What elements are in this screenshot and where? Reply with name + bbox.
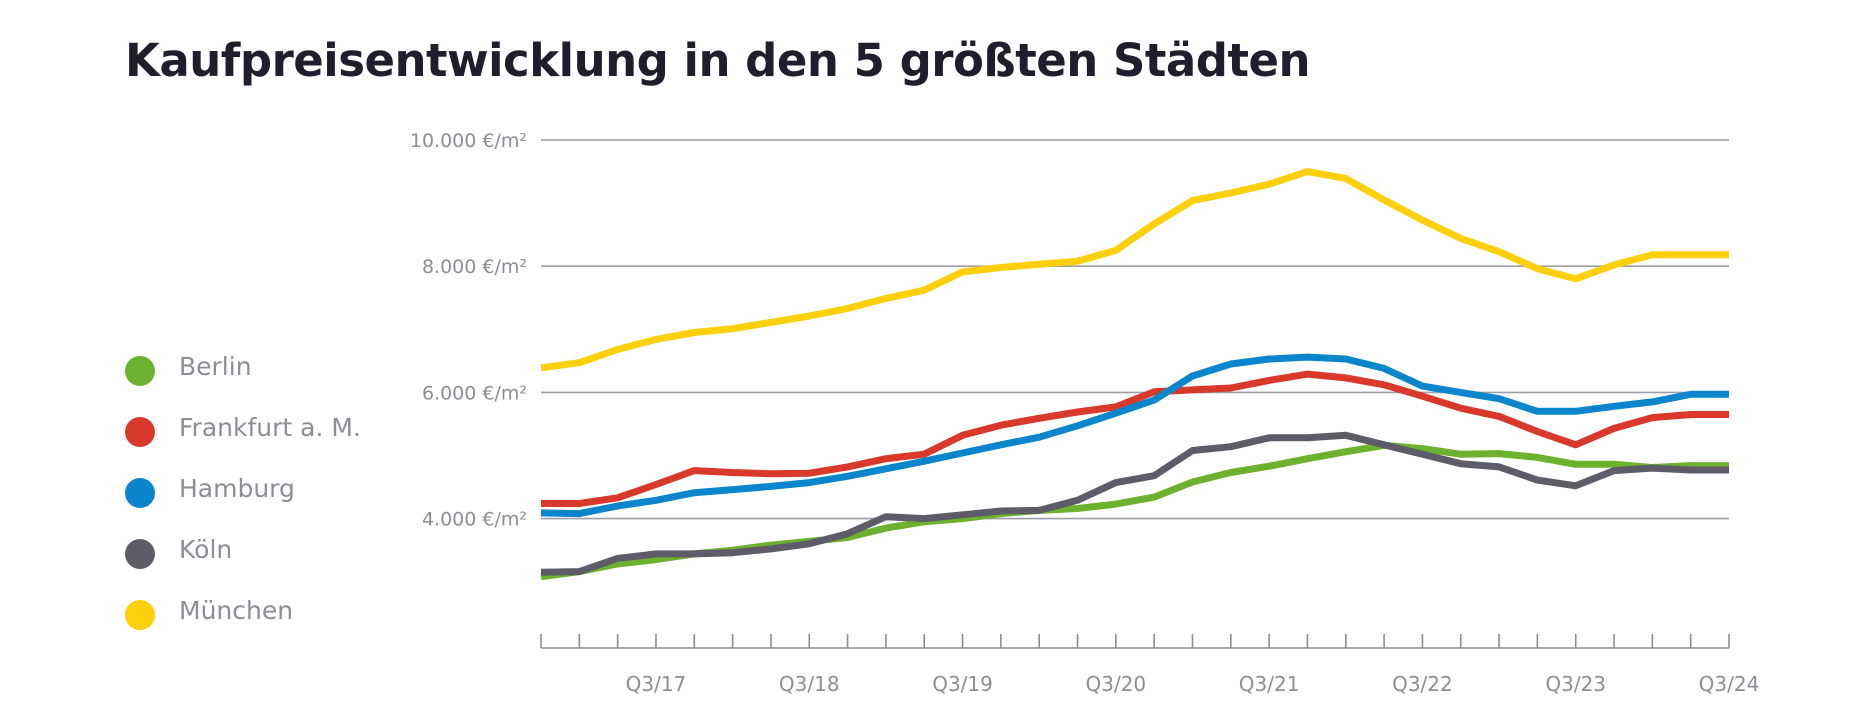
y-axis: 4.000 €/m² 6.000 €/m² 8.000 €/m² 10.000 €/m… xyxy=(410,130,527,531)
series-line-hamburg xyxy=(540,353,1729,518)
series-lines xyxy=(540,168,1729,581)
legend-label-hamburg: Hamburg xyxy=(179,474,295,503)
x-tick-label: Q3/23 xyxy=(1545,672,1606,696)
y-tick-label: 6.000 €/m² xyxy=(422,382,527,404)
series-line-koeln xyxy=(540,431,1729,576)
chart-title: Kaufpreisentwicklung in den 5 größten St… xyxy=(125,34,1311,87)
x-tick-label: Q3/17 xyxy=(626,672,687,696)
x-axis: Q3/17 Q3/18 Q3/19 Q3/20 Q3/21 Q3/22 Q3/23 Q3/24 xyxy=(540,634,1760,696)
legend-label-muenchen: München xyxy=(179,596,294,625)
legend-label-berlin: Berlin xyxy=(179,352,252,381)
legend-marker-hamburg xyxy=(125,478,155,508)
x-tick-label: Q3/20 xyxy=(1086,672,1147,696)
legend-marker-frankfurt xyxy=(125,417,155,447)
legend-label-frankfurt: Frankfurt a. M. xyxy=(179,413,361,442)
x-tick-label: Q3/19 xyxy=(932,672,993,696)
x-tick-label: Q3/22 xyxy=(1392,672,1453,696)
series-line-berlin xyxy=(540,441,1729,581)
legend-marker-muenchen xyxy=(125,600,155,630)
grid xyxy=(541,139,1729,520)
x-tick-label: Q3/18 xyxy=(779,672,840,696)
series-line-frankfurt-a-m xyxy=(541,370,1729,507)
legend-marker-koeln xyxy=(125,539,155,569)
legend-label-koeln: Köln xyxy=(179,535,233,564)
series-line-muenchen xyxy=(540,168,1729,372)
legend-marker-berlin xyxy=(125,356,155,386)
x-tick-label: Q3/24 xyxy=(1699,672,1760,696)
y-tick-label: 8.000 €/m² xyxy=(422,256,527,278)
y-tick-label: 4.000 €/m² xyxy=(422,509,527,531)
y-tick-label: 10.000 €/m² xyxy=(410,130,527,152)
x-tick-label: Q3/21 xyxy=(1239,672,1300,696)
